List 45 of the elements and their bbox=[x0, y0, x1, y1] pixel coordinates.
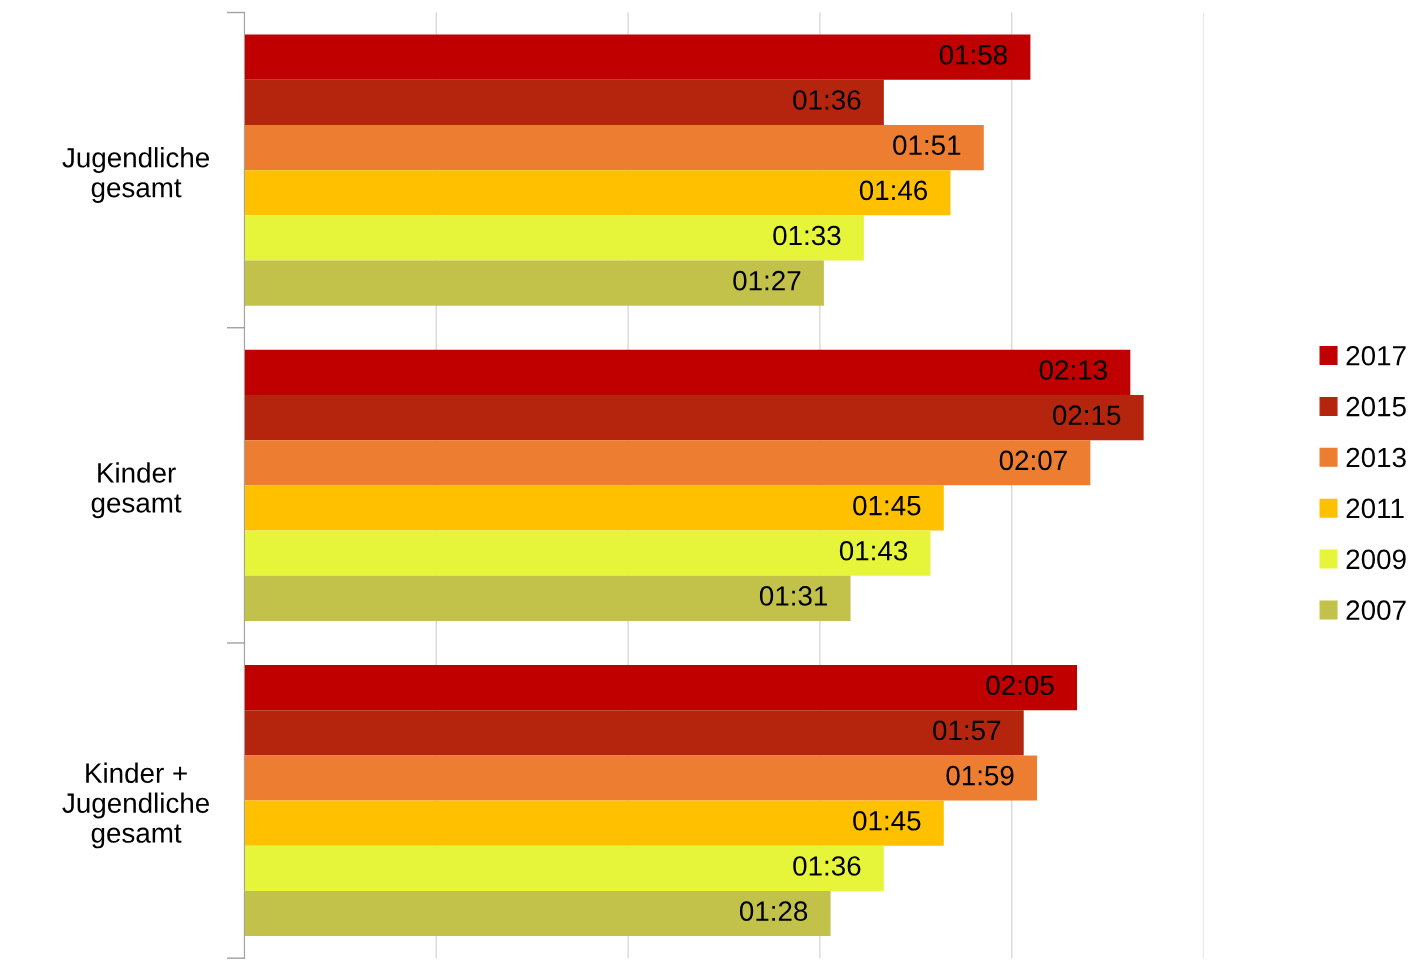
y-tick-label: Kinder + Jugendliche gesamt bbox=[62, 762, 209, 849]
bar bbox=[244, 79, 884, 125]
data-label: 01:51 bbox=[893, 135, 961, 155]
legend-label: 2009 bbox=[1346, 549, 1406, 570]
bar bbox=[244, 755, 1038, 801]
data-label: 01:27 bbox=[733, 270, 801, 291]
bar bbox=[244, 845, 884, 891]
bar bbox=[244, 260, 824, 306]
data-label: 01:45 bbox=[853, 810, 921, 831]
bar bbox=[244, 215, 864, 261]
data-label: 01:43 bbox=[839, 540, 908, 561]
bar bbox=[244, 530, 931, 576]
data-label: 01:46 bbox=[859, 180, 928, 201]
legend-label: 2015 bbox=[1346, 396, 1406, 417]
bar bbox=[244, 800, 944, 846]
data-label: 02:13 bbox=[1039, 360, 1107, 380]
bar bbox=[244, 34, 1031, 80]
bar bbox=[244, 575, 851, 621]
bar bbox=[244, 349, 1131, 395]
legend-label: 2017 bbox=[1346, 345, 1406, 366]
data-label: 01:36 bbox=[793, 856, 861, 876]
data-label: 01:57 bbox=[933, 720, 1001, 741]
legend-label: 2007 bbox=[1346, 600, 1406, 621]
bar bbox=[244, 665, 1078, 711]
bar bbox=[244, 440, 1091, 486]
bar bbox=[244, 124, 984, 171]
data-label: 02:07 bbox=[999, 450, 1067, 471]
bar bbox=[244, 710, 1024, 756]
y-tick-label: Jugendliche gesamt bbox=[62, 147, 209, 203]
data-label: 01:36 bbox=[793, 90, 861, 110]
data-label: 01:28 bbox=[739, 901, 808, 921]
bar bbox=[244, 394, 1144, 441]
data-label: 02:05 bbox=[986, 675, 1054, 696]
bar bbox=[244, 485, 944, 531]
bar bbox=[244, 890, 831, 937]
bar bbox=[244, 170, 951, 216]
legend-label: 2013 bbox=[1346, 447, 1406, 468]
data-label: 01:45 bbox=[853, 495, 921, 516]
legend-label: 2011 bbox=[1346, 498, 1404, 519]
data-label: 01:31 bbox=[759, 586, 827, 606]
data-label: 02:15 bbox=[1053, 405, 1121, 426]
data-label: 01:58 bbox=[939, 44, 1007, 65]
y-tick-label: Kinder gesamt bbox=[91, 462, 182, 519]
data-label: 01:33 bbox=[773, 225, 841, 246]
data-label: 01:59 bbox=[946, 765, 1014, 786]
